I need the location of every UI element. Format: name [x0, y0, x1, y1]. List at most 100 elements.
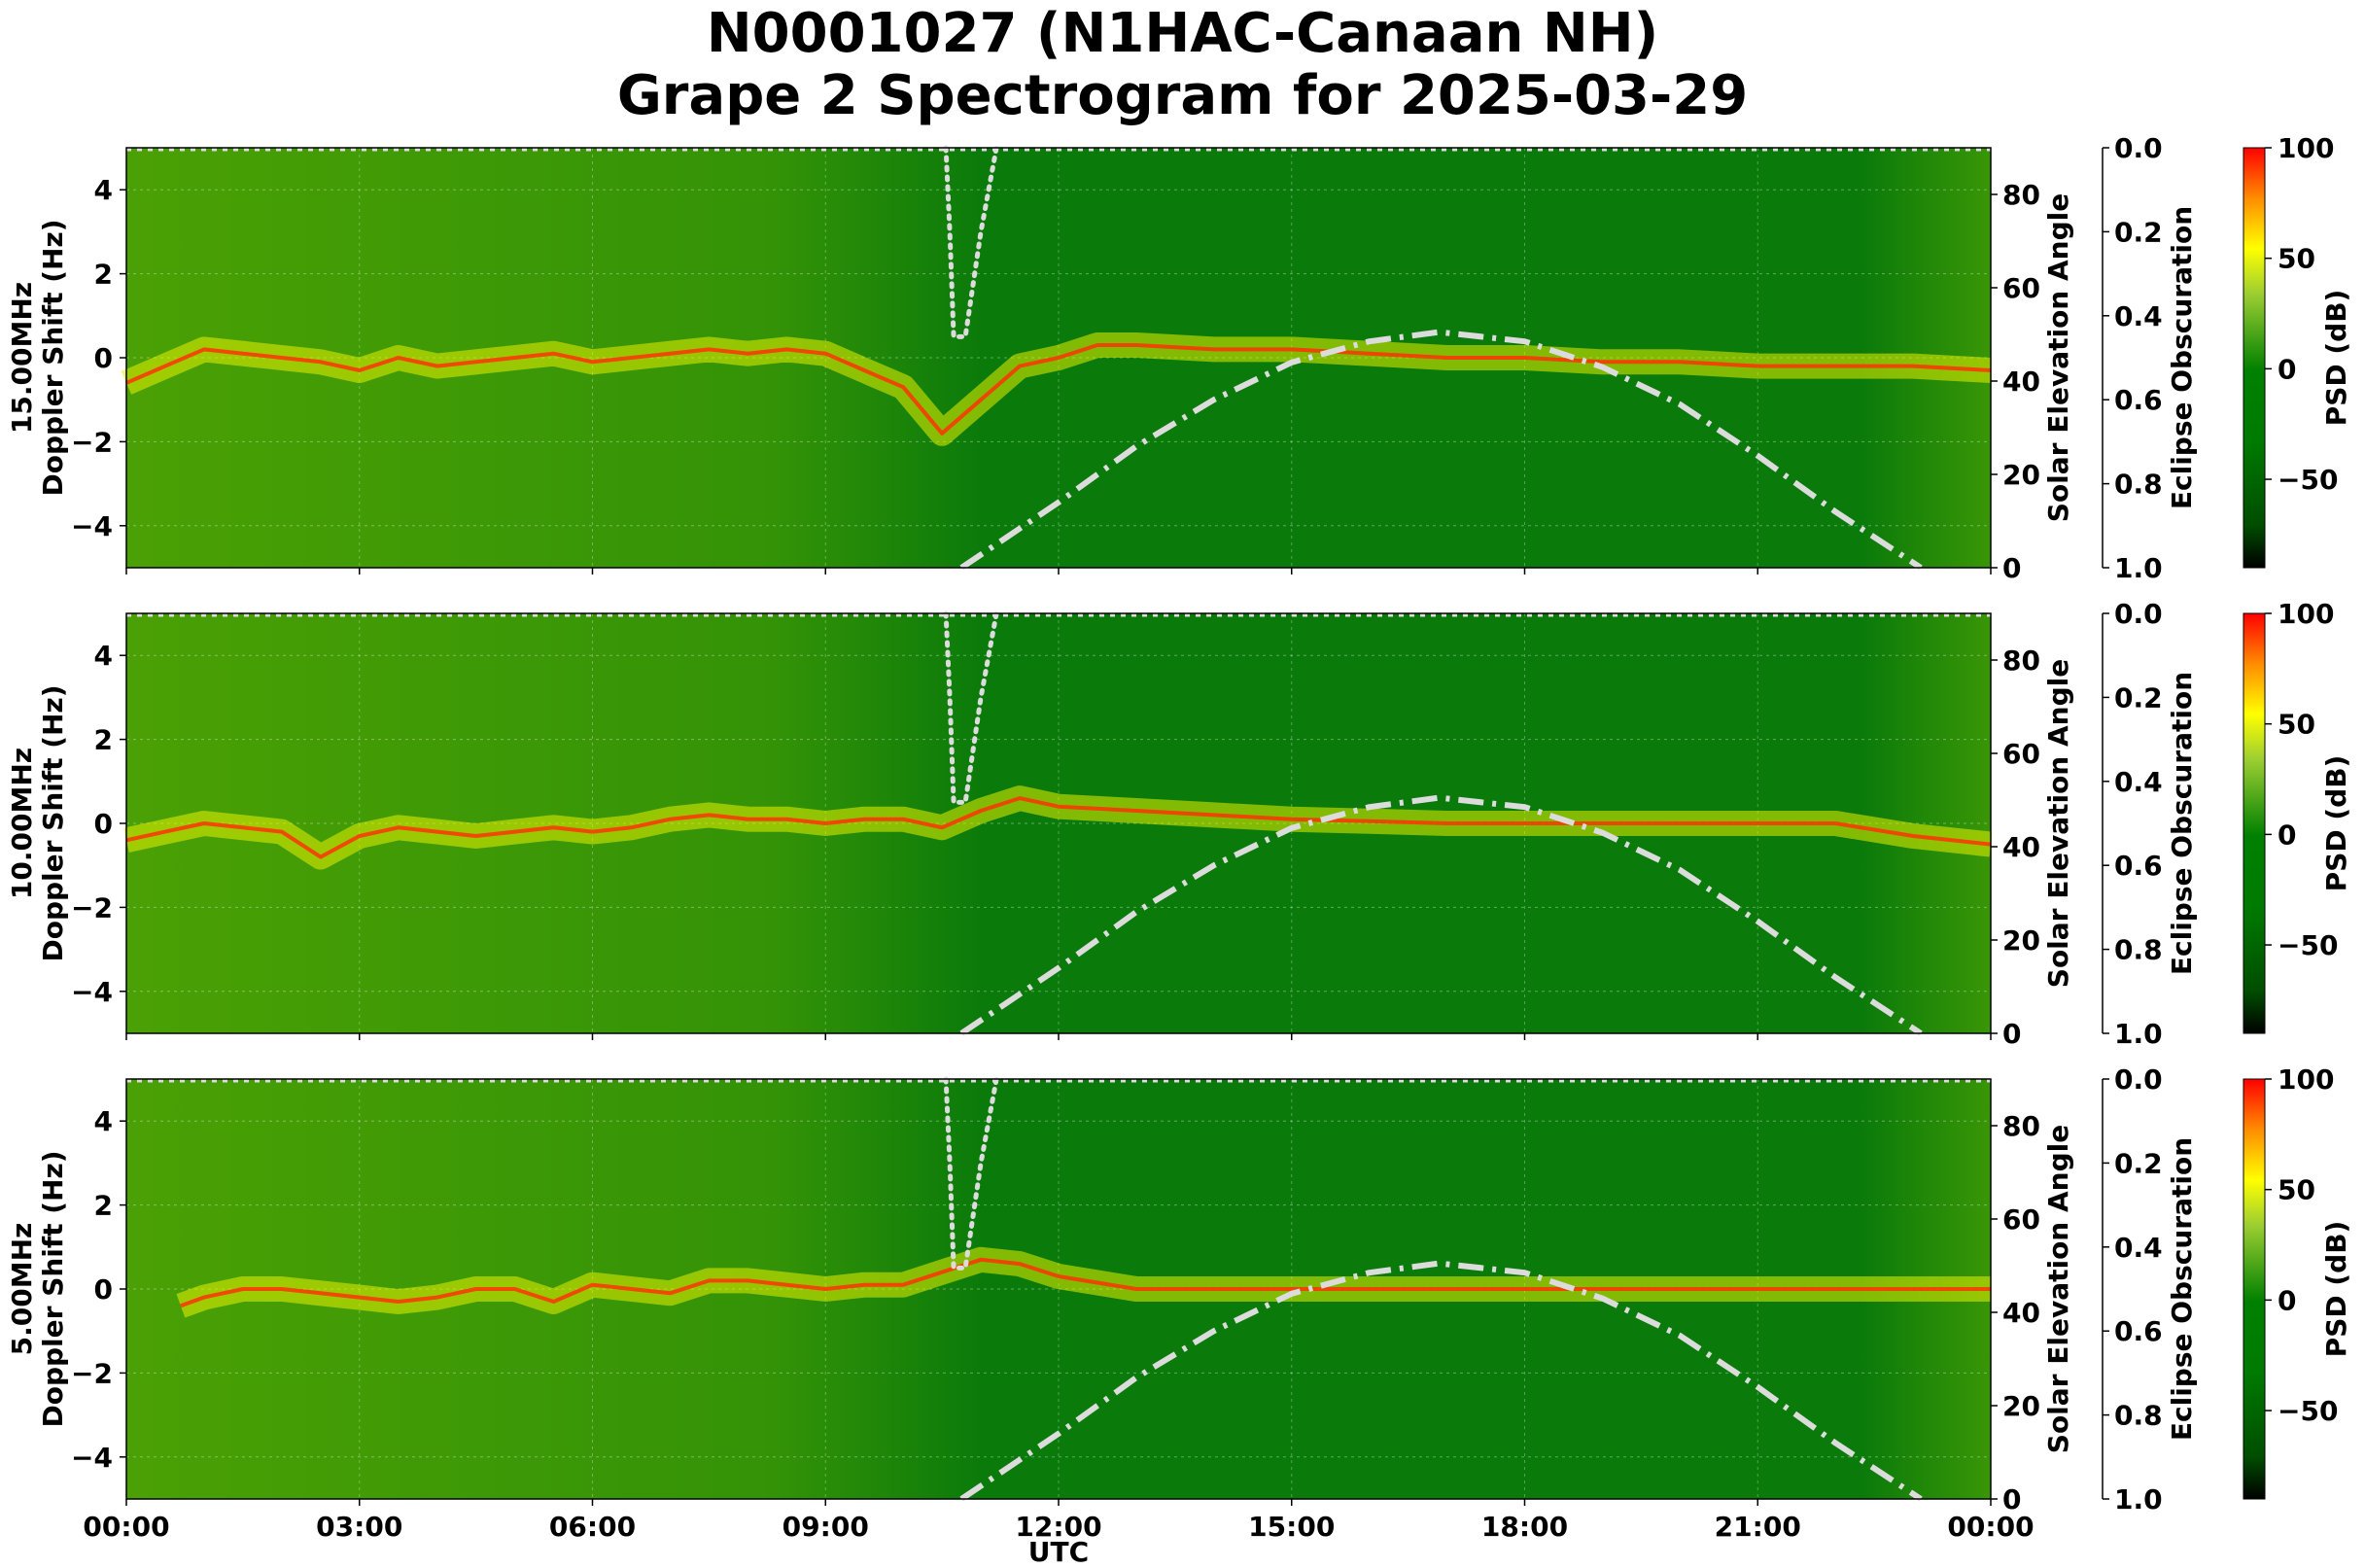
- solar-tick-label: 80: [2002, 179, 2040, 211]
- eclipse-tick-label: 0.6: [2114, 384, 2163, 416]
- x-axis-label: UTC: [1028, 1536, 1089, 1568]
- eclipse-tick-label: 0.0: [2114, 1063, 2163, 1096]
- x-tick-label: 06:00: [549, 1511, 636, 1543]
- colorbar-label: PSD (dB): [2320, 1221, 2352, 1358]
- y-tick-label: −4: [71, 976, 113, 1008]
- solar-tick-label: 20: [2002, 924, 2040, 957]
- y-tick-label: −2: [71, 891, 113, 923]
- eclipse-tick-label: 1.0: [2114, 1018, 2163, 1050]
- eclipse-tick-label: 0.6: [2114, 1315, 2163, 1347]
- solar-elevation-curve: [959, 794, 1923, 1036]
- colorbar-tick-label: 0: [2278, 1284, 2296, 1316]
- eclipse-tick-label: 0.6: [2114, 850, 2163, 882]
- x-tick-label: 12:00: [1015, 1511, 1101, 1543]
- x-tick-label: 15:00: [1248, 1511, 1335, 1543]
- y-tick-label: −4: [71, 1442, 113, 1474]
- y-tick-label: 4: [94, 1105, 113, 1137]
- solar-tick-label: 40: [2002, 1297, 2040, 1329]
- panel-3: [120, 1076, 2272, 1506]
- eclipse-tick-label: 0.0: [2114, 598, 2163, 630]
- eclipse-tick-label: 0.8: [2114, 469, 2163, 501]
- y-tick-label: 2: [94, 1190, 113, 1222]
- y-tick-label: 2: [94, 724, 113, 756]
- chart-title-line-2: Grape 2 Spectrogram for 2025-03-29: [616, 64, 1749, 127]
- x-tick-label: 03:00: [316, 1511, 402, 1543]
- solar-axis-label: Solar Elevation Angle: [2042, 193, 2074, 522]
- solar-tick-label: 80: [2002, 645, 2040, 677]
- x-tick-label: 00:00: [1947, 1511, 2034, 1543]
- y-axis-label-frequency: 15.00MHz: [6, 282, 38, 434]
- x-tick-label: 09:00: [783, 1511, 869, 1543]
- eclipse-obscuration-curve: [943, 1076, 999, 1271]
- y-tick-label: 4: [94, 640, 113, 672]
- colorbar-tick-label: 0: [2278, 353, 2296, 385]
- colorbar-tick-label: 0: [2278, 819, 2296, 851]
- y-axis-label-frequency: 5.00MHz: [6, 1223, 38, 1356]
- chart-title-line-1: N0001027 (N1HAC-Canaan NH): [706, 2, 1659, 65]
- solar-tick-label: 20: [2002, 459, 2040, 491]
- eclipse-tick-label: 0.8: [2114, 934, 2163, 966]
- eclipse-tick-label: 0.2: [2114, 1147, 2163, 1179]
- doppler-trace: [125, 343, 1992, 436]
- solar-tick-label: 60: [2002, 272, 2040, 304]
- solar-tick-label: 0: [2002, 1018, 2021, 1050]
- x-tick-label: 00:00: [83, 1511, 169, 1543]
- colorbar-tick-label: −50: [2278, 1395, 2338, 1427]
- solar-tick-label: 60: [2002, 738, 2040, 770]
- colorbar-tick-label: 50: [2278, 709, 2315, 741]
- colorbar-tick-label: −50: [2278, 464, 2338, 496]
- y-tick-label: 2: [94, 259, 113, 291]
- y-tick-label: 4: [94, 174, 113, 206]
- eclipse-axis-label: Eclipse Obscuration: [2166, 1137, 2198, 1441]
- solar-axis-label: Solar Elevation Angle: [2042, 659, 2074, 988]
- colorbar-tick-label: 100: [2278, 132, 2334, 164]
- y-tick-label: −2: [71, 1357, 113, 1389]
- colorbar-label: PSD (dB): [2320, 755, 2352, 892]
- eclipse-tick-label: 0.2: [2114, 681, 2163, 714]
- y-tick-label: −4: [71, 510, 113, 542]
- solar-elevation-curve: [959, 329, 1923, 571]
- y-axis-label-doppler: Doppler Shift (Hz): [37, 219, 69, 496]
- eclipse-tick-label: 0.2: [2114, 216, 2163, 248]
- colorbar-tick-label: 100: [2278, 1063, 2334, 1096]
- x-tick-label: 21:00: [1715, 1511, 1801, 1543]
- doppler-trace: [125, 796, 1992, 859]
- eclipse-tick-label: 1.0: [2114, 1483, 2163, 1516]
- y-tick-label: 0: [94, 342, 113, 374]
- y-tick-label: 0: [94, 1273, 113, 1306]
- colorbar: [2243, 1078, 2266, 1500]
- eclipse-tick-label: 0.0: [2114, 132, 2163, 164]
- solar-tick-label: 20: [2002, 1390, 2040, 1422]
- colorbar-tick-label: 100: [2278, 598, 2334, 630]
- colorbar-tick-label: 50: [2278, 243, 2315, 275]
- eclipse-axis-label: Eclipse Obscuration: [2166, 206, 2198, 509]
- eclipse-tick-label: 0.8: [2114, 1400, 2163, 1432]
- colorbar: [2243, 612, 2266, 1034]
- solar-tick-label: 40: [2002, 366, 2040, 398]
- solar-elevation-curve: [959, 1260, 1923, 1502]
- eclipse-obscuration-curve: [943, 610, 999, 805]
- y-axis-label-doppler: Doppler Shift (Hz): [37, 1150, 69, 1427]
- panel-1: [120, 145, 2272, 575]
- solar-axis-label: Solar Elevation Angle: [2042, 1125, 2074, 1453]
- eclipse-tick-label: 0.4: [2114, 1232, 2163, 1264]
- y-axis-label-doppler: Doppler Shift (Hz): [37, 684, 69, 961]
- y-axis-label-frequency: 10.00MHz: [6, 748, 38, 899]
- eclipse-obscuration-curve: [943, 145, 999, 339]
- solar-tick-label: 60: [2002, 1203, 2040, 1236]
- colorbar-tick-label: −50: [2278, 929, 2338, 961]
- eclipse-axis-label: Eclipse Obscuration: [2166, 672, 2198, 975]
- solar-tick-label: 80: [2002, 1110, 2040, 1142]
- colorbar-label: PSD (dB): [2320, 290, 2352, 427]
- y-tick-label: 0: [94, 808, 113, 840]
- x-tick-label: 18:00: [1481, 1511, 1568, 1543]
- solar-tick-label: 0: [2002, 1483, 2021, 1516]
- solar-tick-label: 40: [2002, 831, 2040, 863]
- eclipse-tick-label: 0.4: [2114, 300, 2163, 332]
- colorbar-tick-label: 50: [2278, 1174, 2315, 1206]
- colorbar: [2243, 147, 2266, 569]
- panel-2: [120, 610, 2272, 1040]
- solar-tick-label: 0: [2002, 552, 2021, 584]
- eclipse-tick-label: 0.4: [2114, 766, 2163, 798]
